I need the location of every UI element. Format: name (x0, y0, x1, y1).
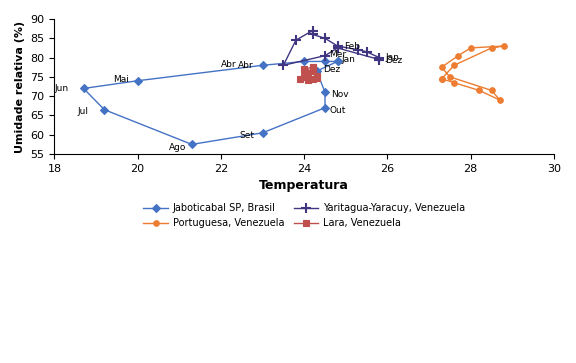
Text: Abr: Abr (237, 61, 253, 70)
Line: Yaritagua-Yaracuy, Venezuela: Yaritagua-Yaracuy, Venezuela (279, 26, 384, 70)
Jaboticabal SP, Brasil (321, 106, 328, 110)
Text: Dez: Dez (385, 56, 403, 65)
Text: Mai: Mai (113, 75, 128, 84)
Yaritagua-Yaracuy, Venezuela (363, 50, 370, 54)
Yaritagua-Yaracuy, Venezuela (376, 57, 382, 62)
Lara, Venezuela (301, 75, 308, 79)
Line: Lara, Venezuela: Lara, Venezuela (297, 65, 320, 83)
Portuguesa, Venezuela (446, 75, 453, 79)
Text: Dez: Dez (323, 65, 340, 74)
Text: Jul: Jul (77, 107, 88, 116)
Yaritagua-Yaracuy, Venezuela (321, 53, 328, 58)
Legend: Jaboticabal SP, Brasil, Portuguesa, Venezuela, Yaritagua-Yaracuy, Venezuela, Lar: Jaboticabal SP, Brasil, Portuguesa, Vene… (139, 199, 469, 232)
Text: Jun: Jun (54, 84, 69, 93)
Line: Portuguesa, Venezuela: Portuguesa, Venezuela (439, 43, 507, 103)
Yaritagua-Yaracuy, Venezuela (309, 32, 316, 37)
Jaboticabal SP, Brasil (259, 131, 266, 135)
Yaritagua-Yaracuy, Venezuela (280, 63, 287, 68)
Jaboticabal SP, Brasil (134, 78, 141, 83)
Text: Set: Set (240, 131, 255, 140)
Lara, Venezuela (309, 69, 316, 73)
Jaboticabal SP, Brasil (334, 59, 341, 64)
Lara, Venezuela (313, 76, 320, 80)
Portuguesa, Venezuela (497, 98, 503, 102)
Jaboticabal SP, Brasil (188, 142, 195, 147)
Lara, Venezuela (301, 68, 308, 72)
Portuguesa, Venezuela (467, 46, 474, 50)
Portuguesa, Venezuela (450, 63, 457, 68)
X-axis label: Temperatura: Temperatura (259, 179, 349, 192)
Lara, Venezuela (305, 78, 312, 82)
Jaboticabal SP, Brasil (259, 63, 266, 68)
Portuguesa, Venezuela (488, 46, 495, 50)
Text: Mer: Mer (329, 50, 346, 58)
Text: Out: Out (329, 106, 346, 115)
Portuguesa, Venezuela (476, 88, 483, 93)
Jaboticabal SP, Brasil (101, 107, 108, 112)
Portuguesa, Venezuela (501, 44, 507, 48)
Text: Nov: Nov (331, 90, 349, 99)
Yaritagua-Yaracuy, Venezuela (334, 44, 341, 48)
Jaboticabal SP, Brasil (80, 86, 87, 91)
Jaboticabal SP, Brasil (321, 90, 328, 94)
Y-axis label: Umidade relativa (%): Umidade relativa (%) (15, 20, 25, 152)
Lara, Venezuela (309, 69, 316, 73)
Portuguesa, Venezuela (438, 77, 445, 81)
Jaboticabal SP, Brasil (321, 59, 328, 64)
Text: Abr: Abr (221, 60, 237, 69)
Lara, Venezuela (297, 77, 304, 81)
Yaritagua-Yaracuy, Venezuela (376, 56, 382, 60)
Lara, Venezuela (309, 65, 316, 69)
Text: Ago: Ago (169, 143, 186, 152)
Yaritagua-Yaracuy, Venezuela (355, 48, 362, 52)
Jaboticabal SP, Brasil (313, 69, 320, 73)
Lara, Venezuela (313, 74, 320, 78)
Yaritagua-Yaracuy, Venezuela (334, 46, 341, 50)
Portuguesa, Venezuela (438, 65, 445, 69)
Yaritagua-Yaracuy, Venezuela (293, 38, 300, 42)
Lara, Venezuela (301, 67, 308, 72)
Lara, Venezuela (305, 72, 312, 76)
Line: Jaboticabal SP, Brasil: Jaboticabal SP, Brasil (81, 59, 340, 147)
Text: Jan: Jan (342, 56, 355, 64)
Portuguesa, Venezuela (450, 81, 457, 85)
Yaritagua-Yaracuy, Venezuela (321, 36, 328, 40)
Lara, Venezuela (309, 77, 316, 81)
Text: Jan: Jan (385, 53, 399, 62)
Lara, Venezuela (309, 65, 316, 69)
Yaritagua-Yaracuy, Venezuela (376, 57, 382, 62)
Text: Feb: Feb (344, 42, 360, 51)
Portuguesa, Venezuela (438, 77, 445, 81)
Portuguesa, Venezuela (488, 88, 495, 93)
Jaboticabal SP, Brasil (334, 59, 341, 64)
Yaritagua-Yaracuy, Venezuela (309, 28, 316, 33)
Jaboticabal SP, Brasil (301, 59, 308, 64)
Portuguesa, Venezuela (455, 53, 462, 58)
